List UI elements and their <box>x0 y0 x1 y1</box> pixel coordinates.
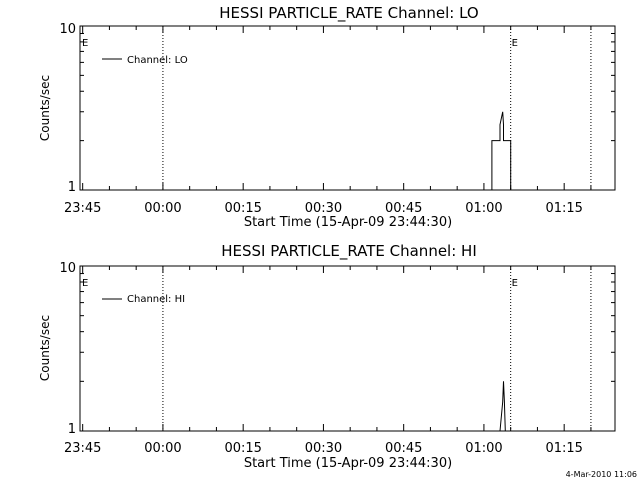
x-tick-label: 00:15 <box>224 201 261 216</box>
left-edge-label: E <box>82 278 88 289</box>
x-tick-label: 01:00 <box>465 441 502 456</box>
plot-frame <box>79 25 616 191</box>
y-tick-label: 10 <box>59 22 76 37</box>
x-tick-label: 23:45 <box>64 201 101 216</box>
chart-title: HESSI PARTICLE_RATE Channel: HI <box>221 242 477 261</box>
x-tick-label: 01:00 <box>465 201 502 216</box>
left-edge-label: E <box>82 38 88 49</box>
x-tick-label: 00:15 <box>224 441 261 456</box>
y-axis-label: Counts/sec <box>38 75 52 141</box>
y-axis-label: Counts/sec <box>38 315 52 381</box>
y-tick-label: 1 <box>68 180 76 195</box>
event-marker-label: E <box>512 38 518 49</box>
x-tick-label: 01:15 <box>545 201 582 216</box>
y-tick-label: 1 <box>68 422 76 437</box>
x-tick-label: 00:45 <box>385 441 422 456</box>
plot-area: 23:45 00:00 00:15 00:30 00:45 01:00 01:15 E <box>64 25 616 216</box>
legend-label: Channel: HI <box>127 294 185 305</box>
plot-area: 23:45 00:00 00:15 00:30 00:45 01:00 01:15 E <box>64 265 616 456</box>
x-tick-label: 00:45 <box>385 201 422 216</box>
legend-label: Channel: LO <box>127 55 188 66</box>
x-tick-label: 00:00 <box>144 201 181 216</box>
x-tick-label: 23:45 <box>64 441 101 456</box>
series-line <box>491 111 512 190</box>
y-tick-label: 10 <box>59 261 76 276</box>
x-tick-label: 01:15 <box>545 441 582 456</box>
event-marker-label: E <box>512 278 518 289</box>
chart-title: HESSI PARTICLE_RATE Channel: LO <box>219 4 478 23</box>
x-axis-label: Start Time (15-Apr-09 23:44:30) <box>244 456 452 471</box>
chart-panel-hi: HESSI PARTICLE_RATE Channel: HI Counts/s… <box>38 242 616 471</box>
footer-timestamp: 4-Mar-2010 11:06 <box>566 470 637 479</box>
series-line <box>499 381 506 432</box>
x-tick-label: 00:30 <box>305 201 342 216</box>
chart-panel-lo: HESSI PARTICLE_RATE Channel: LO Counts/s… <box>38 4 616 230</box>
x-axis-label: Start Time (15-Apr-09 23:44:30) <box>244 215 452 230</box>
x-tick-label: 00:30 <box>305 441 342 456</box>
plot-frame <box>79 265 616 432</box>
x-tick-label: 00:00 <box>144 441 181 456</box>
